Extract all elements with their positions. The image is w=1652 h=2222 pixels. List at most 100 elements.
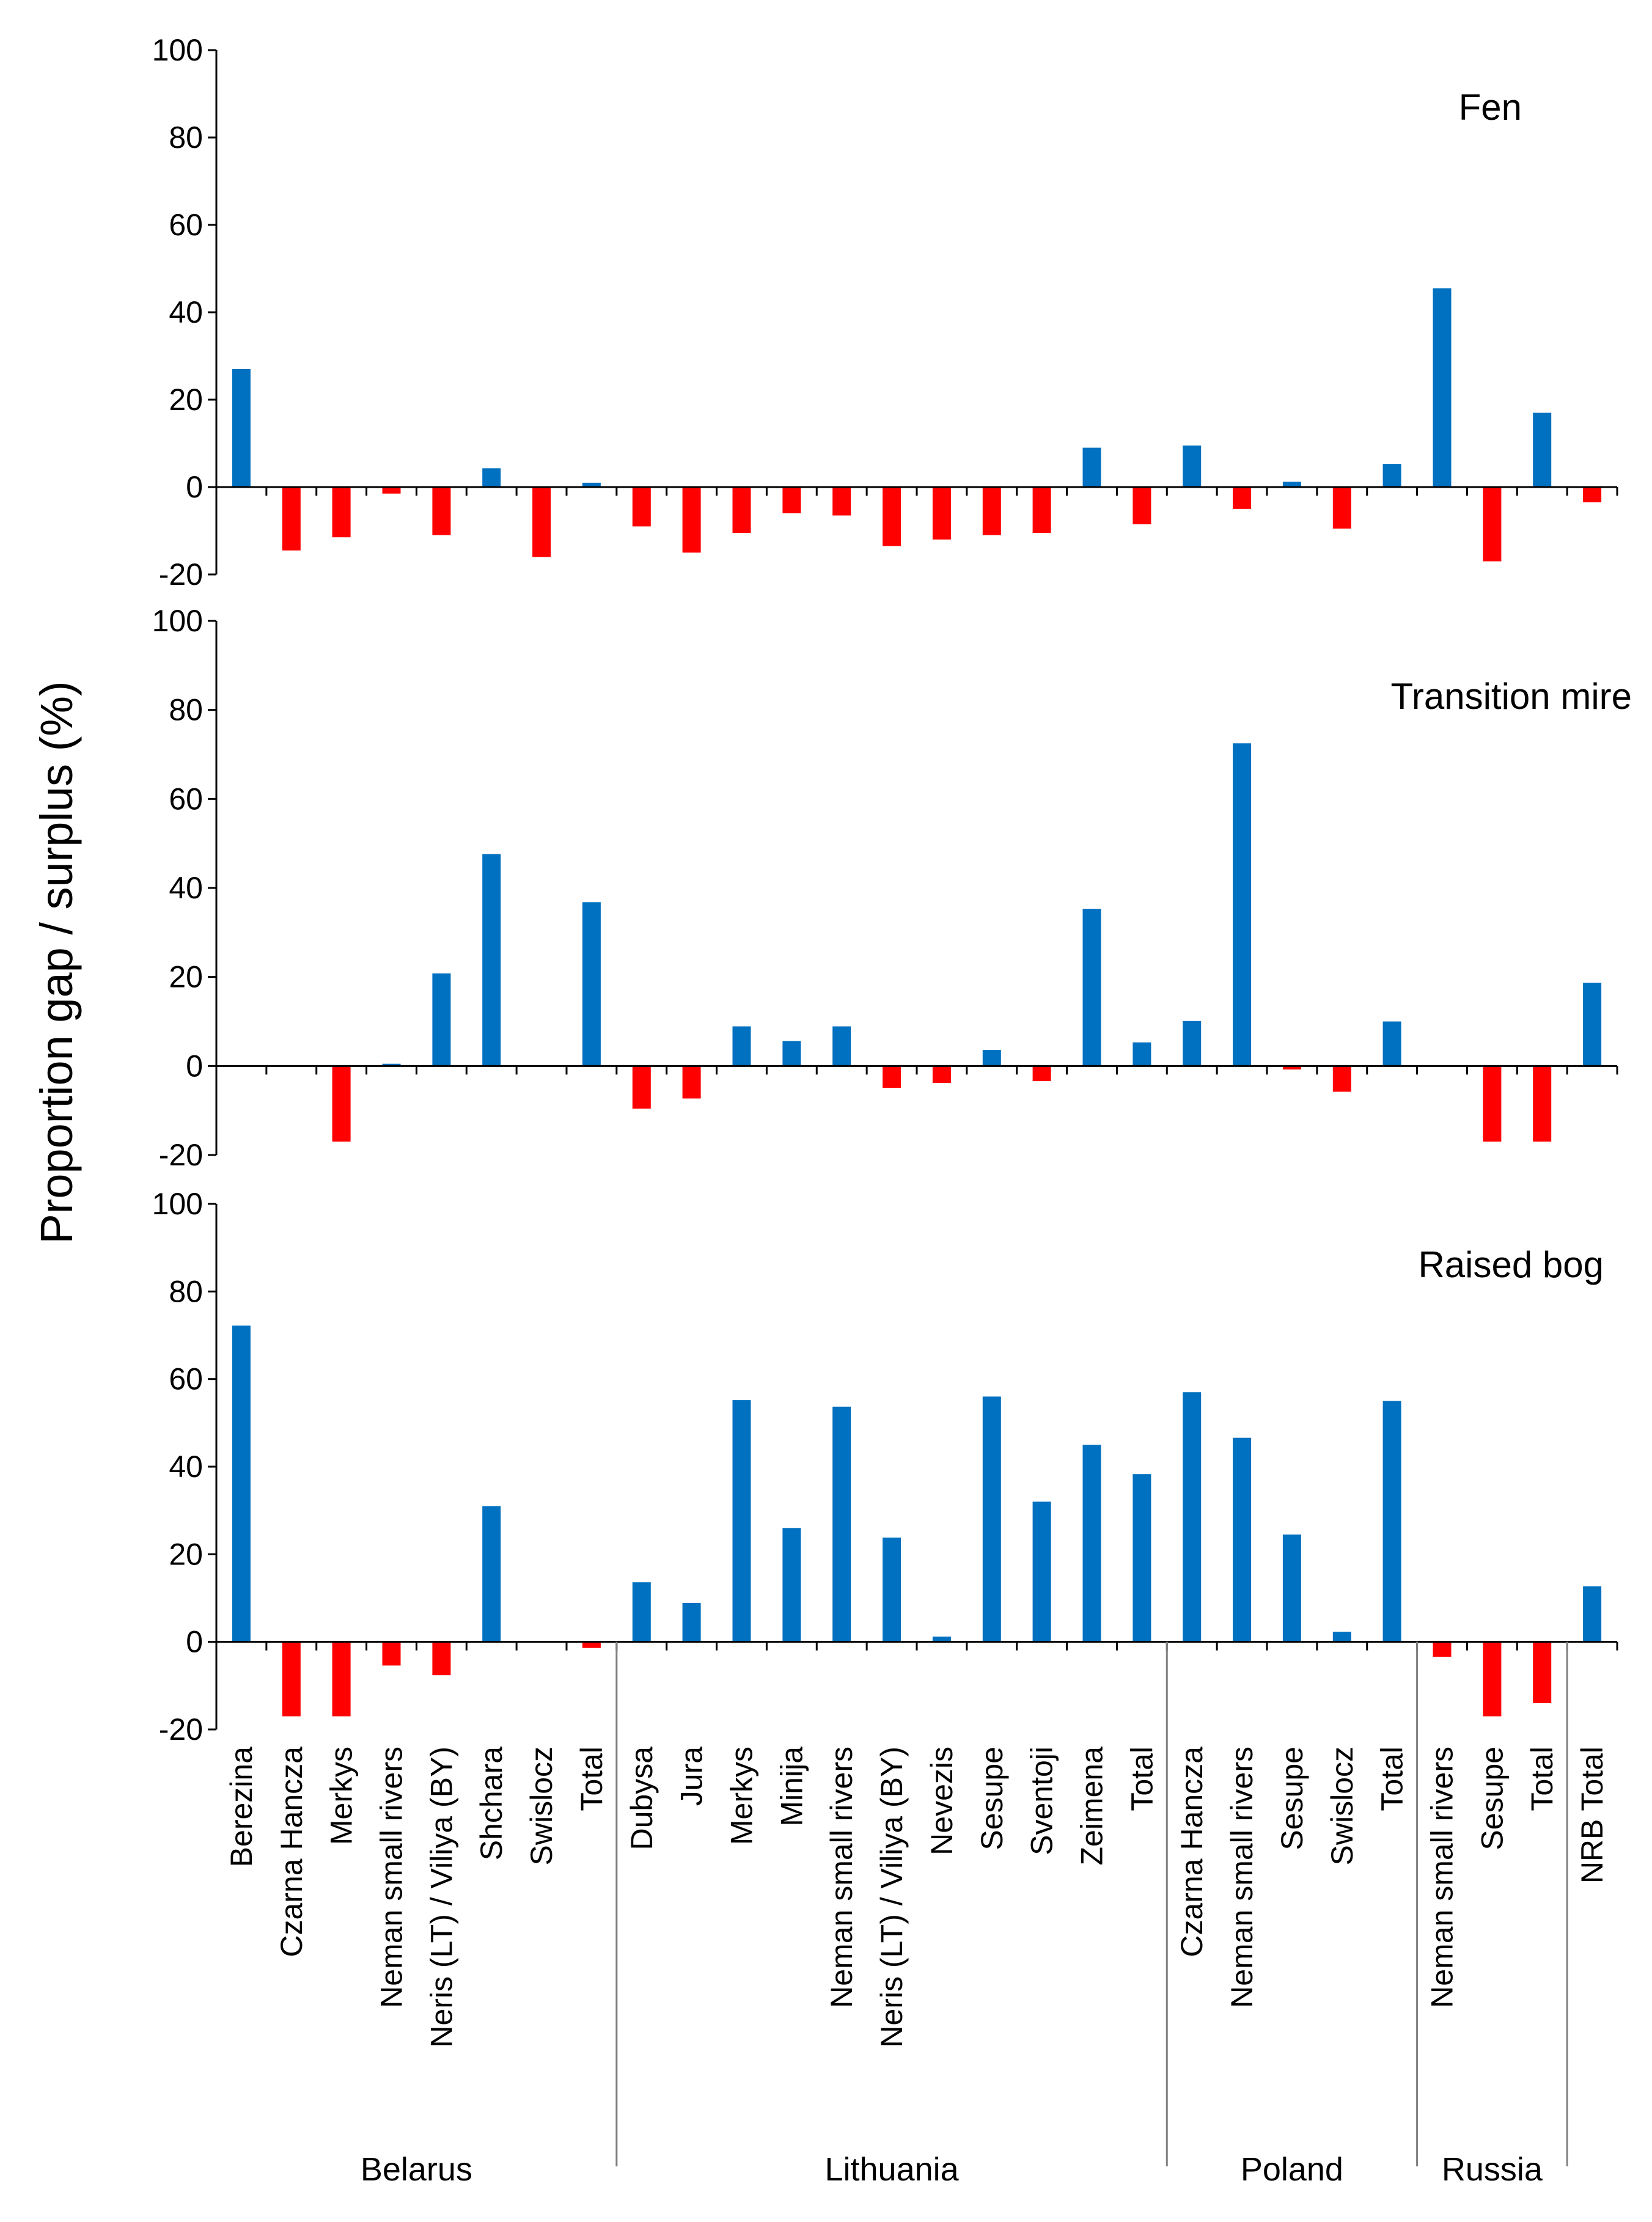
x-category-label: Nevezis (925, 1747, 959, 1855)
bar-transition-mire (482, 854, 501, 1066)
x-category-label: Sesupe (1275, 1747, 1309, 1850)
y-tick-label: 40 (169, 871, 203, 905)
y-tick-label: 60 (169, 1362, 203, 1396)
bar-transition-mire (732, 1026, 751, 1066)
group-label: Poland (1241, 2151, 1343, 2188)
bar-raised-bog (682, 1602, 701, 1642)
x-category-label: Zeimena (1075, 1747, 1109, 1866)
x-category-label: Czarna Hancza (1175, 1747, 1209, 1957)
bar-transition-mire (1032, 1066, 1051, 1082)
x-category-label: Berezina (224, 1747, 259, 1868)
bar-transition-mire (1533, 1066, 1552, 1142)
y-tick-label: -20 (159, 557, 203, 592)
bar-transition-mire (982, 1050, 1001, 1066)
bar-fen (632, 487, 651, 527)
bar-fen (532, 487, 551, 557)
bar-raised-bog (1433, 1641, 1452, 1657)
bar-raised-bog (1583, 1586, 1602, 1642)
bar-fen (1282, 482, 1301, 487)
bar-fen (1032, 487, 1051, 534)
bar-fen (432, 487, 451, 535)
bar-transition-mire (1332, 1066, 1351, 1092)
bar-raised-bog (732, 1400, 751, 1642)
bar-transition-mire (782, 1041, 801, 1066)
bar-raised-bog (382, 1641, 401, 1666)
y-tick-label: 20 (169, 960, 203, 994)
bar-fen (1533, 413, 1552, 487)
x-category-label: Neris (LT) / Viliya (BY) (875, 1747, 909, 2048)
x-category-label: Swislocz (524, 1747, 559, 1865)
bar-raised-bog (1233, 1437, 1252, 1642)
x-category-label: NRB Total (1575, 1747, 1609, 1883)
x-category-label: Neris (LT) / Viliya (BY) (424, 1747, 458, 2048)
bar-transition-mire (1483, 1066, 1502, 1142)
group-label: Lithuania (824, 2151, 959, 2188)
x-category-label: Jura (675, 1747, 709, 1806)
y-tick-label: 100 (152, 1187, 203, 1221)
bar-raised-bog (883, 1538, 901, 1642)
y-tick-label: 60 (169, 782, 203, 816)
bar-raised-bog (1483, 1641, 1502, 1717)
x-category-label: Total (1125, 1747, 1159, 1811)
y-tick-label: 0 (186, 1049, 203, 1083)
x-category-label: Minija (774, 1747, 809, 1827)
bar-transition-mire (382, 1063, 401, 1066)
bar-transition-mire (883, 1066, 901, 1088)
bar-raised-bog (482, 1506, 501, 1642)
bar-transition-mire (682, 1066, 701, 1099)
bar-transition-mire (332, 1066, 351, 1142)
bar-raised-bog (932, 1637, 951, 1642)
bar-fen (932, 487, 951, 540)
y-tick-label: 40 (169, 1450, 203, 1484)
bar-fen (832, 487, 851, 516)
bar-fen (1433, 288, 1452, 487)
group-label: Belarus (361, 2151, 472, 2188)
x-category-label: Total (1375, 1747, 1409, 1811)
x-category-label: Shchara (474, 1747, 508, 1860)
bar-fen (883, 487, 901, 546)
bar-transition-mire (1382, 1021, 1401, 1066)
x-category-label: Czarna Hancza (274, 1747, 309, 1957)
bar-fen (1183, 446, 1202, 487)
bar-raised-bog (1133, 1474, 1151, 1642)
y-tick-label: 20 (169, 383, 203, 417)
x-category-label: Neman small rivers (824, 1747, 859, 2008)
bar-transition-mire (1183, 1021, 1202, 1066)
bar-transition-mire (832, 1026, 851, 1066)
bar-raised-bog (282, 1641, 301, 1717)
bar-raised-bog (1282, 1535, 1301, 1642)
bar-fen (782, 487, 801, 513)
y-tick-label: 60 (169, 208, 203, 242)
bar-fen (332, 487, 351, 538)
bar-transition-mire (1583, 983, 1602, 1066)
x-category-label: Merkys (725, 1747, 759, 1845)
y-tick-label: 80 (169, 693, 203, 727)
bar-transition-mire (1082, 909, 1101, 1066)
bar-raised-bog (632, 1582, 651, 1642)
y-tick-label: 0 (186, 1625, 203, 1659)
x-category-label: Neman small rivers (1425, 1747, 1459, 2008)
x-category-label: Neman small rivers (375, 1747, 409, 2008)
panel-fen: 100 80 60 40 20 0 -20 Fen (152, 33, 1618, 592)
panel-transition-mire: 100 80 60 40 20 0 -20 Transition mire (152, 604, 1632, 1172)
bar-fen (982, 487, 1001, 535)
bar-fen (1133, 487, 1151, 524)
panel-title: Fen (1459, 87, 1522, 128)
bar-raised-bog (982, 1396, 1001, 1642)
bar-raised-bog (582, 1641, 601, 1648)
bar-transition-mire (432, 973, 451, 1066)
x-category-label: Total (1525, 1747, 1559, 1811)
group-label: Russia (1442, 2151, 1543, 2188)
y-tick-label: 80 (169, 120, 203, 155)
bar-raised-bog (1082, 1445, 1101, 1642)
bar-raised-bog (332, 1641, 351, 1717)
panel-title: Transition mire (1390, 676, 1632, 717)
panel-raised-bog: 100 80 60 40 20 0 -20 Raised bog (152, 1187, 1618, 1747)
x-category-label: Sesupe (975, 1747, 1009, 1850)
y-axis-label: Proportion gap / surplus (%) (31, 681, 82, 1244)
y-tick-label: 0 (186, 470, 203, 504)
panel-title: Raised bog (1418, 1244, 1604, 1285)
y-tick-label: 100 (152, 33, 203, 67)
bar-fen (1082, 447, 1101, 487)
